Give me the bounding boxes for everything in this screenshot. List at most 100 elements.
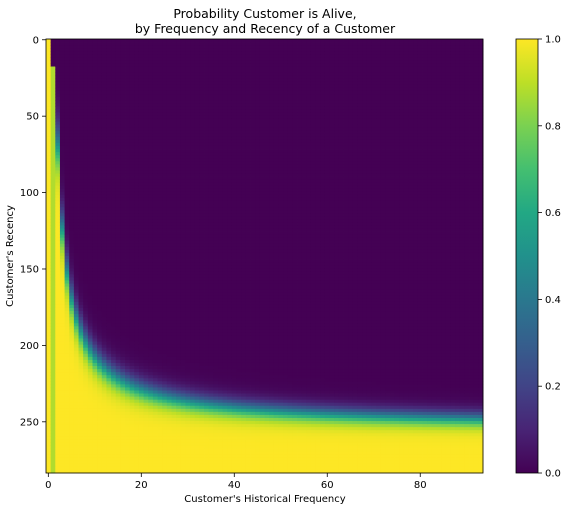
heatmap-cell	[106, 90, 112, 95]
heatmap-cell	[143, 84, 149, 89]
heatmap-cell	[120, 307, 126, 312]
heatmap-cell	[162, 42, 168, 46]
heatmap-cell	[64, 155, 70, 159]
heatmap-cell	[171, 127, 177, 132]
heatmap-cell	[157, 179, 163, 184]
heatmap-cell	[204, 366, 210, 370]
heatmap-cell	[64, 54, 70, 58]
heatmap-cell	[185, 72, 191, 77]
heatmap-cell	[87, 301, 93, 306]
heatmap-cell	[180, 42, 186, 46]
heatmap-cell	[120, 375, 126, 379]
heatmap-cell	[180, 252, 186, 257]
heatmap-cell	[106, 362, 112, 367]
heatmap-cell	[194, 405, 200, 410]
heatmap-cell	[111, 268, 117, 272]
heatmap-cell	[185, 158, 191, 162]
heatmap-cell	[83, 298, 89, 303]
heatmap-cell	[125, 350, 131, 355]
heatmap-cell	[157, 292, 163, 297]
heatmap-cell	[204, 280, 210, 284]
heatmap-cell	[138, 304, 145, 309]
heatmap-cell	[87, 399, 93, 404]
heatmap-cell	[190, 396, 196, 401]
heatmap-cell	[120, 262, 126, 266]
heatmap-cell	[157, 57, 163, 61]
heatmap-cell	[185, 283, 191, 287]
heatmap-cell	[185, 81, 191, 86]
heatmap-cell	[50, 411, 56, 416]
heatmap-cell	[148, 121, 154, 125]
heatmap-cell	[148, 158, 154, 162]
heatmap-cell	[185, 115, 191, 119]
heatmap-cell	[176, 335, 182, 339]
heatmap-cell	[69, 451, 75, 456]
heatmap-cell	[73, 158, 79, 162]
heatmap-cell	[69, 246, 75, 251]
heatmap-cell	[180, 390, 186, 394]
heatmap-cell	[176, 301, 182, 306]
heatmap-cell	[83, 427, 89, 431]
heatmap-cell	[125, 94, 131, 98]
heatmap-cell	[83, 39, 89, 43]
heatmap-cell	[106, 460, 112, 465]
heatmap-cell	[180, 234, 186, 239]
heatmap-cell	[101, 207, 107, 211]
heatmap-cell	[115, 320, 121, 324]
heatmap-cell	[185, 219, 191, 223]
heatmap-cell	[106, 307, 112, 312]
heatmap-cell	[69, 78, 75, 83]
heatmap-cell	[46, 87, 52, 92]
heatmap-cell	[199, 393, 205, 397]
heatmap-cell	[101, 127, 107, 132]
heatmap-cell	[204, 66, 210, 70]
heatmap-cell	[120, 366, 126, 370]
heatmap-cell	[125, 399, 131, 404]
heatmap-cell	[69, 72, 75, 77]
heatmap-cell	[148, 39, 154, 43]
heatmap-cell	[50, 51, 56, 55]
heatmap-cell	[138, 145, 145, 150]
heatmap-cell	[97, 216, 103, 220]
heatmap-cell	[204, 317, 210, 321]
heatmap-cell	[152, 173, 158, 177]
heatmap-cell	[97, 298, 103, 303]
heatmap-cell	[194, 332, 200, 336]
heatmap-cell	[190, 329, 196, 333]
heatmap-cell	[129, 332, 135, 336]
heatmap-cell	[185, 213, 191, 217]
heatmap-cell	[162, 332, 168, 336]
heatmap-cell	[199, 97, 205, 101]
heatmap-cell	[176, 182, 182, 187]
heatmap-cell	[138, 94, 145, 98]
heatmap-cell	[78, 207, 84, 211]
heatmap-cell	[87, 84, 93, 89]
heatmap-cell	[115, 338, 121, 342]
heatmap-cell	[50, 457, 56, 462]
heatmap-cell	[97, 237, 103, 242]
heatmap-cell	[92, 57, 98, 61]
heatmap-cell	[120, 155, 126, 159]
heatmap-cell	[134, 469, 140, 474]
heatmap-cell	[92, 103, 98, 107]
heatmap-cell	[69, 335, 75, 339]
heatmap-cell	[55, 295, 61, 300]
heatmap-cell	[180, 164, 186, 168]
heatmap-cell	[185, 307, 191, 312]
heatmap-cell	[115, 414, 121, 419]
heatmap-cell	[115, 155, 121, 159]
heatmap-cell	[78, 381, 84, 385]
heatmap-cell	[50, 182, 56, 187]
heatmap-cell	[97, 133, 103, 138]
heatmap-cell	[111, 445, 117, 449]
heatmap-cell	[111, 417, 117, 422]
heatmap-cell	[199, 234, 205, 239]
heatmap-cell	[129, 39, 135, 43]
heatmap-cell	[134, 149, 140, 153]
heatmap-cell	[166, 188, 172, 193]
heatmap-cell	[83, 421, 89, 425]
heatmap-cell	[92, 448, 98, 453]
heatmap-cell	[199, 347, 205, 352]
heatmap-cell	[115, 69, 121, 74]
